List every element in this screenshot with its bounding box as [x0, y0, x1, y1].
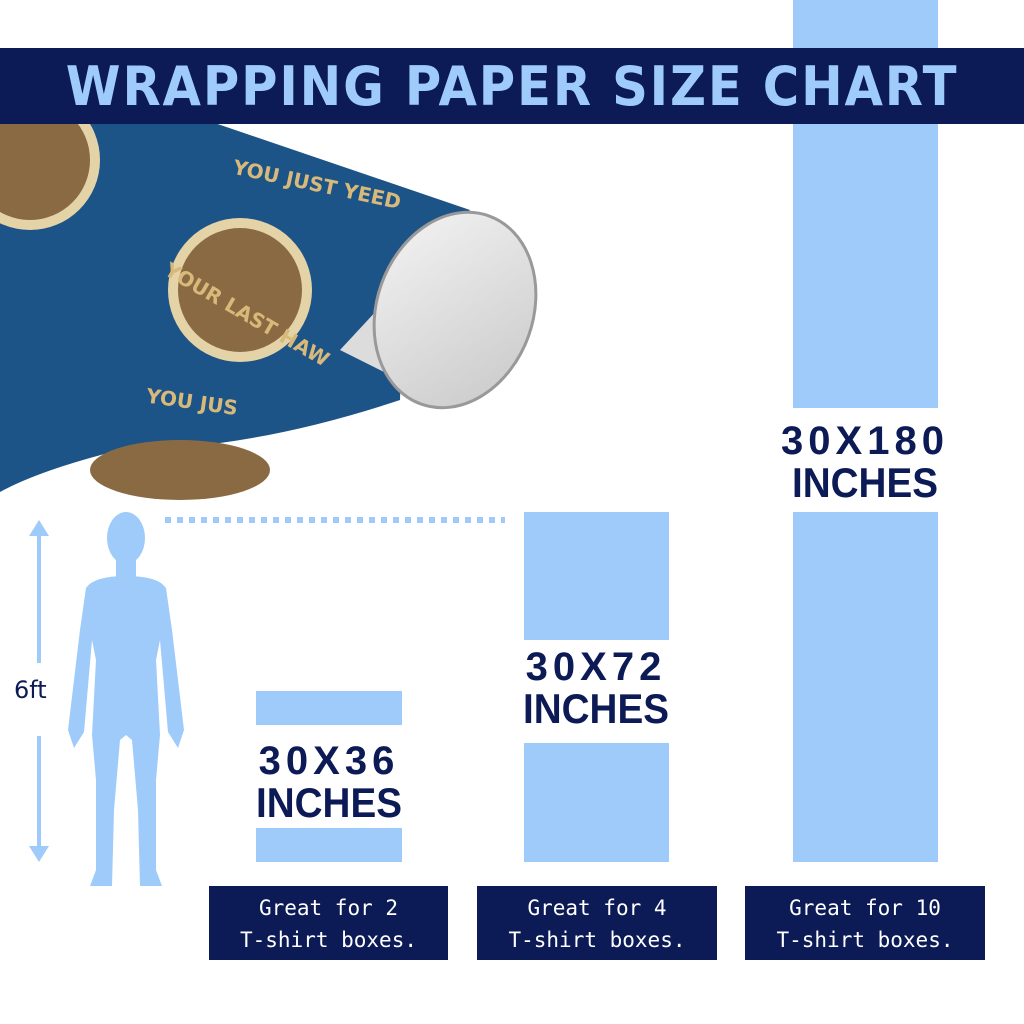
note-line: T-shirt boxes.: [239, 928, 417, 952]
size-bar-36-top: [256, 691, 402, 725]
size-dimensions: 30X72: [525, 645, 667, 689]
note-line: Great for 2: [258, 896, 399, 920]
size-label-72: 30X72 INCHES: [496, 646, 696, 730]
page-title: WRAPPING PAPER SIZE CHART: [65, 54, 959, 118]
note-line: Great for 10: [789, 896, 941, 920]
height-reference-dotted-line: [165, 517, 505, 523]
title-banner: WRAPPING PAPER SIZE CHART: [0, 48, 1024, 124]
note-line: T-shirt boxes.: [508, 928, 686, 952]
height-arrow-icon: [29, 520, 49, 862]
height-label: 6ft: [14, 676, 47, 704]
size-bar-180-bottom: [793, 512, 938, 862]
size-dimensions: 30X180: [781, 419, 949, 463]
size-bar-36-bottom: [256, 828, 402, 862]
size-bar-72-top: [524, 512, 669, 640]
note-line: Great for 4: [527, 896, 667, 920]
size-label-180: 30X180 INCHES: [760, 420, 970, 504]
size-label-36: 30X36 INCHES: [229, 740, 429, 824]
note-line: T-shirt boxes.: [776, 928, 954, 952]
size-bar-72-bottom: [524, 743, 669, 862]
size-note-180: Great for 10 T-shirt boxes.: [745, 886, 985, 960]
size-note-36: Great for 2 T-shirt boxes.: [209, 886, 448, 960]
person-silhouette-icon: [68, 512, 184, 886]
size-unit: INCHES: [791, 459, 938, 506]
size-note-72: Great for 4 T-shirt boxes.: [477, 886, 717, 960]
size-unit: INCHES: [522, 685, 669, 732]
wrapping-paper-roll-illustration: YOU JUST YEED YOUR LAST HAW YOU JUS: [0, 110, 538, 500]
size-unit: INCHES: [255, 779, 402, 826]
size-dimensions: 30X36: [258, 739, 400, 783]
